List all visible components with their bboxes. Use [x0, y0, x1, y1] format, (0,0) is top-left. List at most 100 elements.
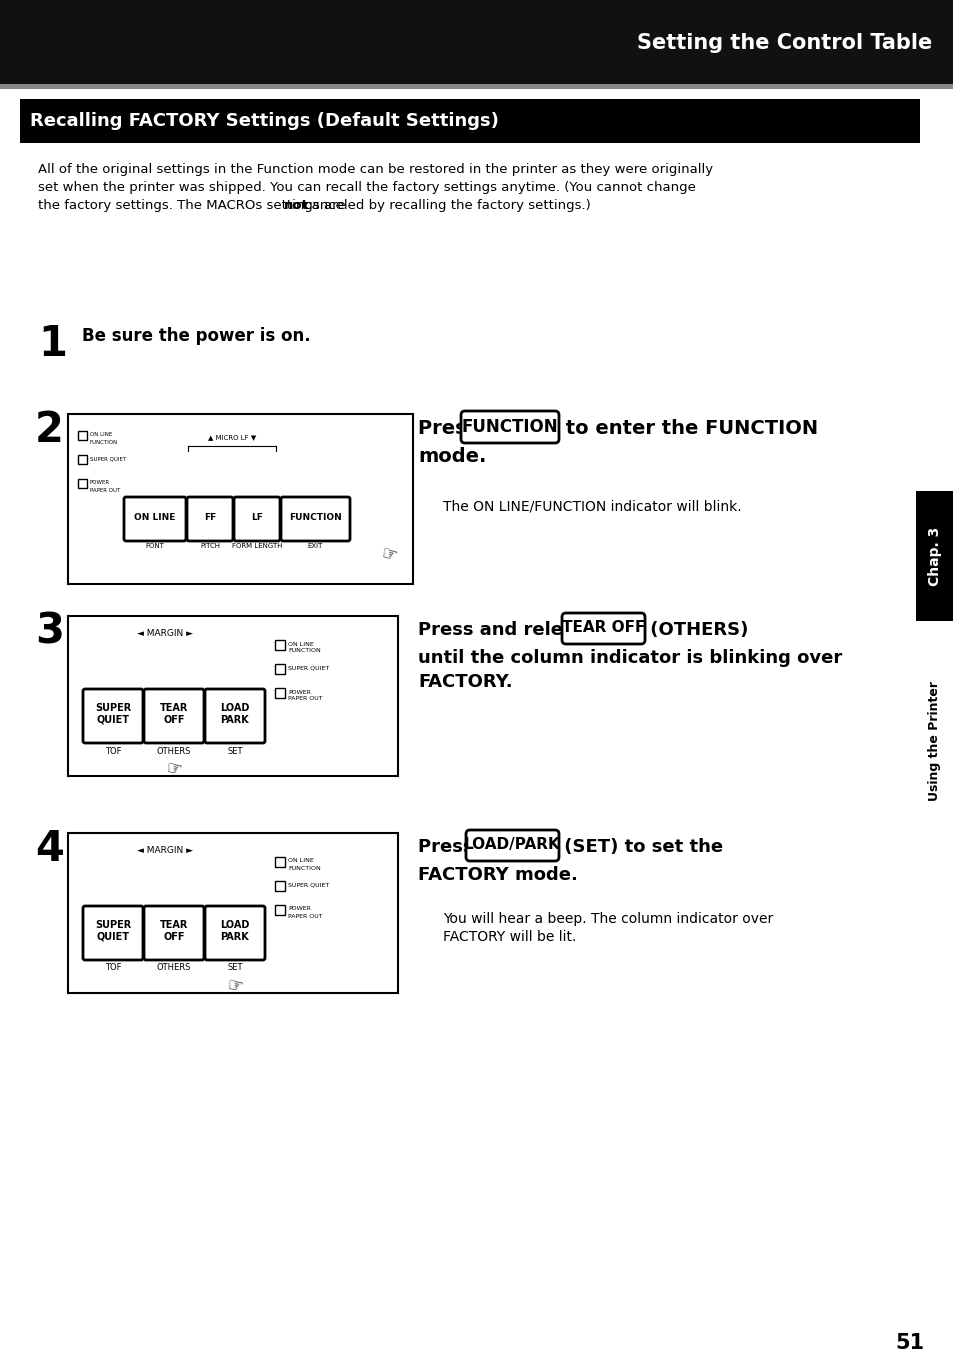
Text: set when the printer was shipped. You can recall the factory settings anytime. (: set when the printer was shipped. You ca…	[38, 181, 695, 195]
Text: SUPER
QUIET: SUPER QUIET	[94, 703, 131, 725]
Bar	[274, 857, 285, 866]
Bar	[274, 664, 285, 675]
Text: 4: 4	[35, 828, 64, 871]
Bar	[274, 905, 285, 914]
Text: POWER: POWER	[90, 480, 110, 485]
Text: ON LINE: ON LINE	[288, 858, 314, 864]
Bar	[68, 616, 397, 776]
Text: ON LINE: ON LINE	[288, 642, 314, 647]
Text: 2: 2	[35, 409, 64, 451]
Text: POWER: POWER	[288, 690, 311, 695]
FancyBboxPatch shape	[233, 498, 280, 542]
Text: ◄ MARGIN ►: ◄ MARGIN ►	[137, 629, 193, 638]
Bar	[68, 834, 397, 993]
Text: SUPER QUIET: SUPER QUIET	[90, 457, 126, 462]
Bar	[68, 414, 413, 584]
Text: 51: 51	[895, 1333, 923, 1353]
Text: FONT: FONT	[146, 543, 164, 548]
Text: FORM LENGTH: FORM LENGTH	[232, 543, 282, 548]
Text: mode.: mode.	[417, 447, 486, 466]
Bar	[68, 834, 397, 993]
Text: not: not	[284, 199, 309, 213]
Text: FACTORY mode.: FACTORY mode.	[417, 866, 578, 884]
Text: Using the Printer: Using the Printer	[927, 681, 941, 801]
Bar	[274, 640, 285, 650]
Bar	[78, 430, 87, 440]
Text: ON LINE: ON LINE	[134, 513, 175, 521]
Text: PITCH: PITCH	[200, 543, 220, 548]
Text: FF: FF	[204, 513, 216, 521]
Bar	[0, 0, 953, 86]
Text: POWER: POWER	[288, 906, 311, 912]
Text: FACTORY.: FACTORY.	[417, 673, 512, 691]
FancyBboxPatch shape	[144, 690, 204, 743]
Text: ▲ MICRO LF ▼: ▲ MICRO LF ▼	[208, 435, 255, 440]
Text: Be sure the power is on.: Be sure the power is on.	[82, 328, 311, 345]
FancyBboxPatch shape	[83, 906, 143, 960]
FancyBboxPatch shape	[205, 690, 265, 743]
Text: Setting the Control Table: Setting the Control Table	[636, 33, 931, 53]
FancyBboxPatch shape	[83, 690, 143, 743]
Text: (OTHERS): (OTHERS)	[643, 621, 747, 639]
Text: the factory settings. The MACROs settings are: the factory settings. The MACROs setting…	[38, 199, 350, 213]
Text: The ON LINE/FUNCTION indicator will blink.: The ON LINE/FUNCTION indicator will blin…	[442, 499, 740, 513]
Text: until the column indicator is blinking over: until the column indicator is blinking o…	[417, 648, 841, 668]
Text: OTHERS: OTHERS	[156, 964, 191, 972]
Text: to enter the FUNCTION: to enter the FUNCTION	[558, 420, 818, 437]
Text: ☞: ☞	[378, 544, 398, 566]
FancyBboxPatch shape	[187, 498, 233, 542]
Bar	[274, 688, 285, 698]
Text: LOAD
PARK: LOAD PARK	[220, 920, 250, 942]
Bar	[68, 616, 397, 776]
Bar	[68, 414, 413, 584]
FancyBboxPatch shape	[124, 498, 186, 542]
Text: FUNCTION: FUNCTION	[288, 648, 320, 654]
FancyBboxPatch shape	[465, 829, 558, 861]
Text: 3: 3	[35, 611, 64, 653]
Bar	[78, 478, 87, 488]
Text: ☞: ☞	[225, 976, 244, 997]
Text: ◄ MARGIN ►: ◄ MARGIN ►	[137, 846, 193, 856]
Text: FUNCTION: FUNCTION	[289, 513, 341, 521]
Text: Press and release: Press and release	[417, 621, 603, 639]
Text: TEAR
OFF: TEAR OFF	[160, 703, 188, 725]
Text: FUNCTION: FUNCTION	[461, 418, 558, 436]
Text: SUPER QUIET: SUPER QUIET	[288, 883, 329, 887]
Bar	[274, 882, 285, 891]
Text: PAPER OUT: PAPER OUT	[288, 913, 322, 919]
FancyBboxPatch shape	[561, 613, 644, 644]
FancyBboxPatch shape	[460, 411, 558, 443]
Text: SUPER
QUIET: SUPER QUIET	[94, 920, 131, 942]
Bar	[915, 491, 953, 621]
Text: OTHERS: OTHERS	[156, 746, 191, 755]
Text: ☞: ☞	[164, 760, 183, 780]
Text: SET: SET	[227, 964, 242, 972]
Text: (SET) to set the: (SET) to set the	[558, 838, 722, 856]
Text: Chap. 3: Chap. 3	[927, 526, 941, 585]
Text: 1: 1	[38, 324, 67, 365]
Text: FUNCTION: FUNCTION	[288, 865, 320, 871]
Text: SUPER QUIET: SUPER QUIET	[288, 665, 329, 670]
Text: LOAD/PARK: LOAD/PARK	[464, 838, 560, 853]
Text: PAPER OUT: PAPER OUT	[90, 488, 120, 492]
Text: canceled by recalling the factory settings.): canceled by recalling the factory settin…	[300, 199, 590, 213]
Text: LOAD
PARK: LOAD PARK	[220, 703, 250, 725]
Bar	[20, 99, 919, 143]
Text: You will hear a beep. The column indicator over: You will hear a beep. The column indicat…	[442, 912, 773, 925]
Text: All of the original settings in the Function mode can be restored in the printer: All of the original settings in the Func…	[38, 163, 713, 175]
Text: PAPER OUT: PAPER OUT	[288, 696, 322, 702]
FancyBboxPatch shape	[205, 906, 265, 960]
Text: Press: Press	[417, 838, 479, 856]
Text: TOF: TOF	[105, 746, 121, 755]
Text: Recalling FACTORY Settings (Default Settings): Recalling FACTORY Settings (Default Sett…	[30, 112, 498, 130]
FancyBboxPatch shape	[281, 498, 350, 542]
Bar	[78, 455, 87, 463]
Text: TEAR
OFF: TEAR OFF	[160, 920, 188, 942]
Text: FACTORY will be lit.: FACTORY will be lit.	[442, 930, 576, 945]
Text: TOF: TOF	[105, 964, 121, 972]
Text: SET: SET	[227, 746, 242, 755]
Text: Press: Press	[417, 420, 484, 437]
Text: EXIT: EXIT	[308, 543, 323, 548]
Bar	[0, 84, 953, 89]
Text: FUNCTION: FUNCTION	[90, 440, 118, 444]
